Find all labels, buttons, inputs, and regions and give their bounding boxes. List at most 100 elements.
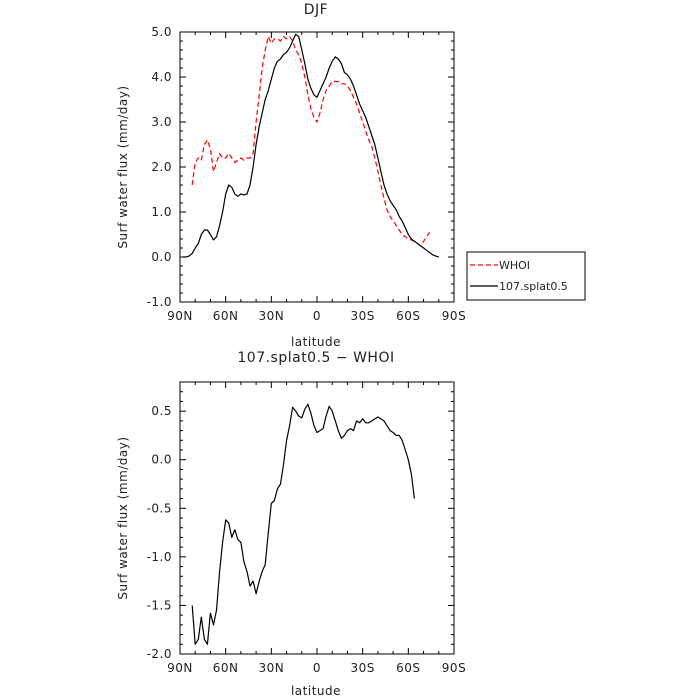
data-point	[380, 184, 381, 185]
data-point	[259, 126, 260, 127]
data-point	[399, 229, 400, 230]
x-tick-label: 90N	[167, 309, 193, 323]
data-point	[304, 63, 305, 64]
data-point	[195, 644, 196, 645]
data-point	[316, 432, 317, 433]
data-point	[359, 112, 360, 113]
x-tick-labels-top: 90N 60N 30N 0 30S 60S 90S	[167, 309, 466, 323]
data-point	[280, 40, 281, 41]
data-point	[225, 157, 226, 158]
data-point	[371, 135, 372, 136]
y-tick-label: -2.0	[147, 647, 172, 661]
data-point	[237, 539, 238, 540]
data-point	[371, 420, 372, 421]
legend-label-model: 107.splat0.5	[499, 280, 568, 293]
x-tick-label: 60N	[213, 309, 239, 323]
data-point	[246, 571, 247, 572]
data-point	[323, 428, 324, 429]
data-point	[268, 532, 269, 533]
data-point	[380, 171, 381, 172]
y-tick-label: -1.0	[147, 550, 172, 564]
data-point	[307, 94, 308, 95]
data-point	[228, 522, 229, 523]
x-tick-label: 60S	[396, 309, 420, 323]
data-point	[240, 157, 241, 158]
data-point	[377, 416, 378, 417]
data-point	[246, 157, 247, 158]
data-point	[383, 198, 384, 199]
data-point	[399, 216, 400, 217]
data-point	[362, 121, 363, 122]
data-point	[323, 83, 324, 84]
data-point	[286, 440, 287, 441]
data-point	[210, 613, 211, 614]
data-point	[243, 160, 244, 161]
data-point	[292, 407, 293, 408]
data-point	[207, 229, 208, 230]
data-point	[219, 571, 220, 572]
data-point	[310, 413, 311, 414]
x-tick-label: 30N	[258, 661, 284, 675]
data-point	[368, 422, 369, 423]
plot-frame-bottom	[179, 381, 455, 655]
series-line-whoi	[191, 35, 431, 247]
data-point	[222, 542, 223, 543]
data-point	[338, 81, 339, 82]
data-point	[393, 205, 394, 206]
x-tick-label: 30N	[258, 309, 284, 323]
data-point	[237, 160, 238, 161]
legend-label-whoi: WHOI	[499, 259, 530, 272]
data-point	[298, 415, 299, 416]
data-point	[268, 36, 269, 37]
data-point	[231, 537, 232, 538]
data-point	[198, 639, 199, 640]
data-point	[396, 225, 397, 226]
data-point	[207, 139, 208, 140]
y-tick-label: 3.0	[151, 115, 172, 129]
data-point	[262, 571, 263, 572]
data-point	[253, 166, 254, 167]
data-point	[329, 406, 330, 407]
data-point	[283, 54, 284, 55]
data-point	[256, 593, 257, 594]
data-point	[240, 193, 241, 194]
data-point	[429, 252, 430, 253]
y-tick-label: 0.0	[151, 250, 172, 264]
data-point	[271, 79, 272, 80]
data-point	[249, 184, 250, 185]
data-point	[274, 500, 275, 501]
x-tick-label: 30S	[350, 309, 374, 323]
data-point	[365, 130, 366, 131]
data-point	[432, 254, 433, 255]
data-point	[344, 435, 345, 436]
data-point	[289, 425, 290, 426]
data-point	[280, 58, 281, 59]
data-point	[417, 243, 418, 244]
data-point	[253, 581, 254, 582]
data-point	[335, 81, 336, 82]
data-point	[341, 438, 342, 439]
data-point	[396, 435, 397, 436]
data-point	[207, 644, 208, 645]
data-point	[313, 94, 314, 95]
series-line-107-splat0-5	[183, 33, 439, 258]
x-tick-label: 0	[313, 309, 321, 323]
data-point	[368, 139, 369, 140]
data-point	[234, 193, 235, 194]
data-point	[411, 474, 412, 475]
data-point	[210, 234, 211, 235]
data-point	[249, 585, 250, 586]
y-tick-label: -1.0	[147, 295, 172, 309]
data-point	[201, 160, 202, 161]
data-point	[332, 81, 333, 82]
data-point	[405, 236, 406, 237]
data-point	[402, 234, 403, 235]
y-tick-label: 0.0	[151, 453, 172, 467]
data-point	[386, 193, 387, 194]
data-point	[396, 209, 397, 210]
data-point	[313, 425, 314, 426]
data-point	[341, 83, 342, 84]
data-point	[307, 79, 308, 80]
data-point	[307, 404, 308, 405]
series-group-top	[183, 33, 439, 258]
